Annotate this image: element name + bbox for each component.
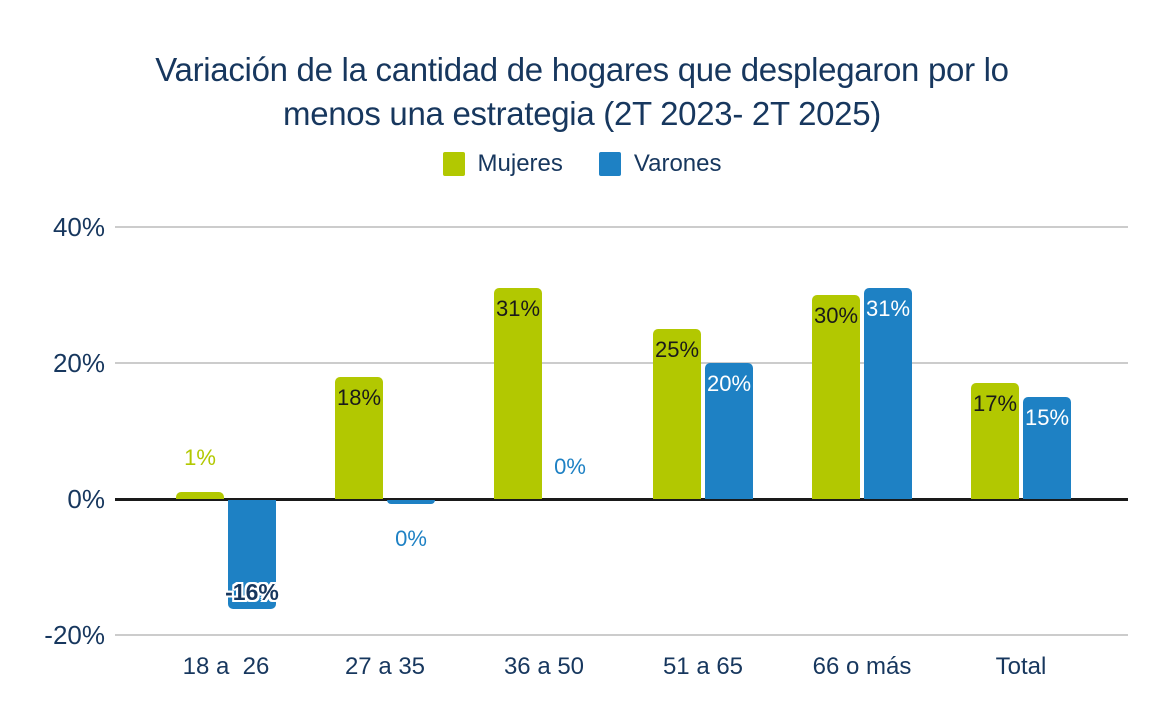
bar-varones-2 [387,500,435,505]
x-axis-category-label: Total [995,653,1047,680]
bar-mujeres-3 [494,288,542,499]
bar-value-label: 1% [184,445,216,471]
bar-varones-5 [864,288,912,499]
bar-value-label: 31% [495,296,541,322]
bar-value-label: 18% [336,384,382,410]
x-axis-category-label: 66 o más [812,653,912,680]
legend-item-varones: Varones [598,150,722,178]
bar-value-label: 25% [654,337,700,362]
gridline [115,226,1128,228]
x-axis-category-label: 27 a 35 [344,653,426,680]
bar-varones-1 [228,500,276,609]
bar-mujeres-4 [653,329,701,499]
y-axis-tick-label: 20% [52,348,105,378]
chart-title-line2: menos una estrategia (2T 2023- 2T 2025) [283,95,881,132]
zero-axis-line [115,497,1128,501]
bar-value-label: 31% [865,296,911,322]
y-axis-tick-label: 0% [67,484,105,514]
x-axis-category-label: 18 a 26 [182,653,270,680]
chart-title-line1: Variación de la cantidad de hogares que … [155,51,1009,88]
bar-value-label: 15% [1024,405,1070,430]
bar-value-label: 20% [706,371,752,396]
bar-mujeres-5 [812,295,860,499]
bar-varones-4 [705,363,753,499]
legend: Mujeres Varones [0,150,1164,178]
x-axis-category-label: 51 a 65 [662,653,744,680]
chart-title: Variación de la cantidad de hogares que … [0,48,1164,136]
bar-value-label: 0% [395,526,427,551]
bar-mujeres-6 [971,383,1019,499]
y-axis-tick-label: -20% [44,620,105,650]
gridline [115,634,1128,636]
bar-value-label: 30% [813,303,859,328]
gridline [115,362,1128,364]
bar-mujeres-1 [176,492,224,499]
bar-mujeres-2 [335,376,383,499]
bar-value-label: 17% [972,391,1018,417]
legend-item-mujeres: Mujeres [442,150,563,178]
x-axis-category-label: 36 a 50 [503,653,585,680]
legend-label: Varones [633,150,722,177]
bar-value-label: -16% [225,578,279,605]
bar-varones-6 [1023,397,1071,499]
legend-label: Mujeres [477,150,563,177]
bar-value-label: 0% [554,454,586,479]
legend-swatch-icon [598,152,621,176]
y-axis-tick-label: 40% [52,212,105,242]
legend-swatch-icon [442,152,465,176]
